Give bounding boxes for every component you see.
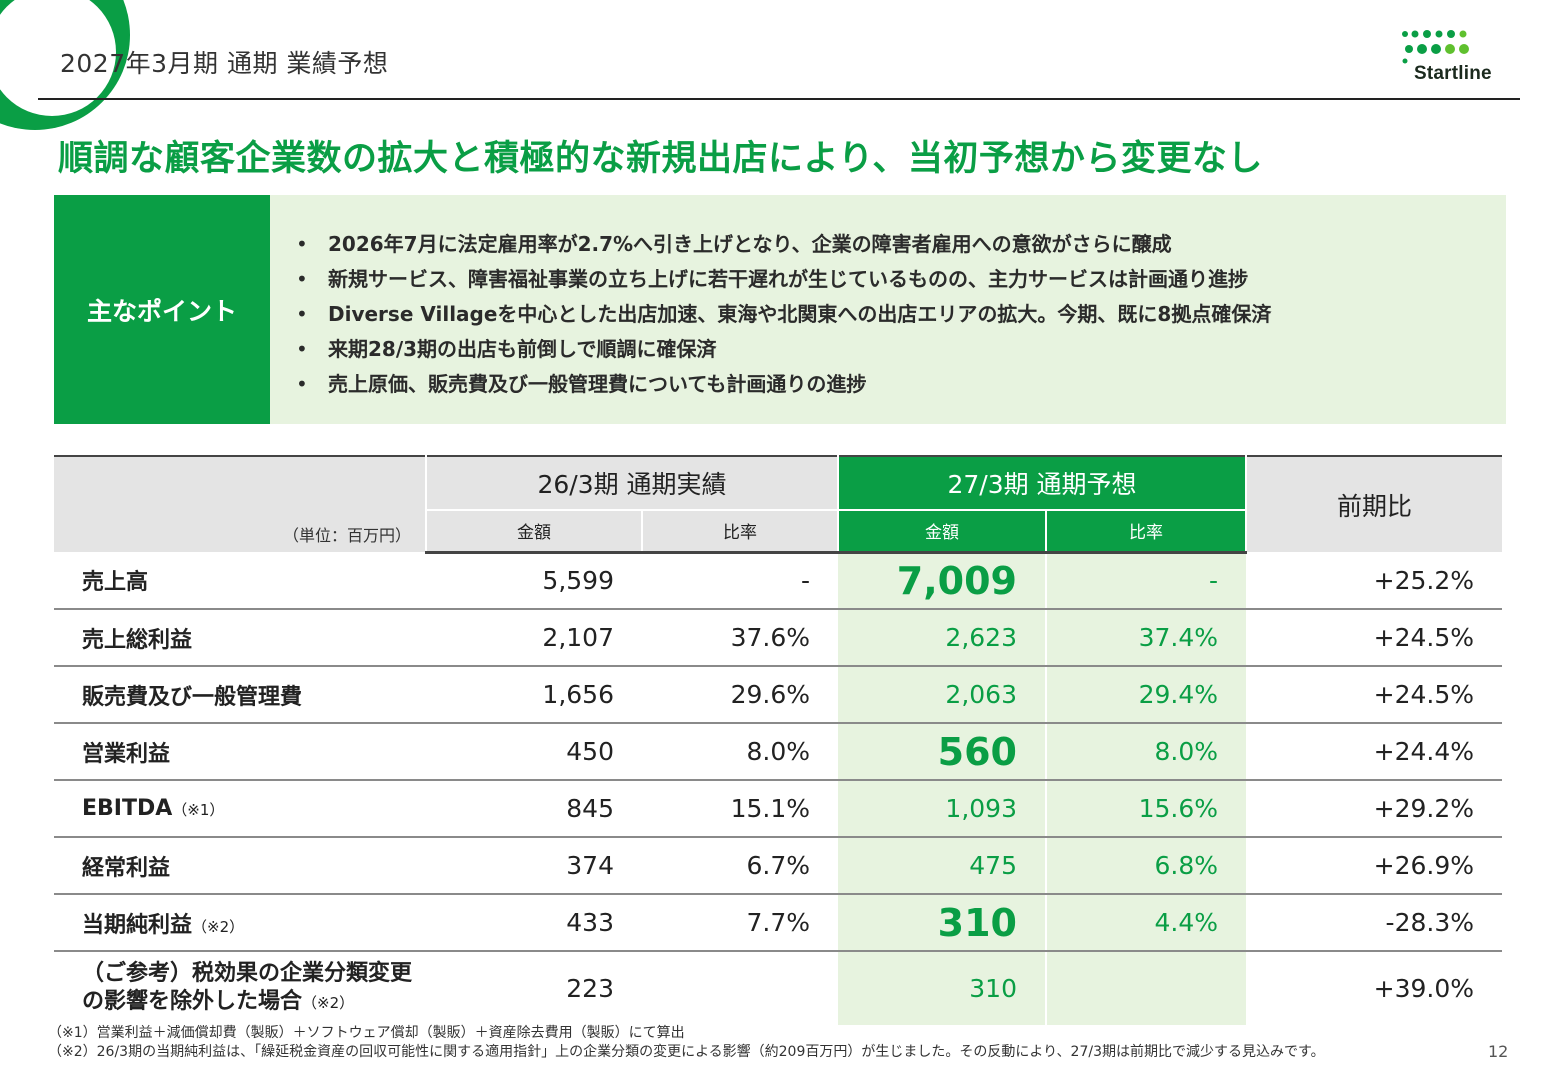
yoy-change-cell: +25.2% bbox=[1246, 552, 1502, 610]
next-amount-cell: 560 bbox=[838, 723, 1047, 781]
key-point-text: 新規サービス、障害福祉事業の立ち上げに若干遅れが生じているものの、主力サービスは… bbox=[328, 267, 1248, 291]
key-point-text: Diverse Villageを中心とした出店加速、東海や北関東への出店エリアの… bbox=[328, 302, 1272, 326]
column-header-yoy-change: 前期比 bbox=[1246, 455, 1502, 552]
footnote-2: （※2）26/3期の当期純利益は、「繰延税金資産の回収可能性に関する適用指針」上… bbox=[48, 1044, 1325, 1060]
yoy-change-cell: +24.5% bbox=[1246, 666, 1502, 724]
subheader-next-amount: 金額 bbox=[838, 509, 1047, 554]
table-row: 販売費及び一般管理費 1,656 29.6% 2,063 29.4% +24.5… bbox=[54, 666, 1502, 724]
yoy-change-cell: +26.9% bbox=[1246, 837, 1502, 895]
subheader-prev-ratio: 比率 bbox=[642, 509, 839, 554]
key-point-text: 2026年7月に法定雇用率が2.7%へ引き上げとなり、企業の障害者雇用への意欲が… bbox=[328, 232, 1172, 256]
next-ratio-cell: 29.4% bbox=[1046, 666, 1246, 724]
next-amount-cell: 2,063 bbox=[838, 666, 1047, 724]
forecast-table-wrapper: （単位：百万円） 26/3期 通期実績 27/3期 通期予想 前期比 金額 比率… bbox=[54, 455, 1502, 1025]
yoy-change-cell: +29.2% bbox=[1246, 780, 1502, 838]
row-label: EBITDA（※1） bbox=[54, 780, 426, 838]
table-row: EBITDA（※1） 845 15.1% 1,093 15.6% +29.2% bbox=[54, 780, 1502, 838]
footnote-ref: （※1） bbox=[172, 801, 225, 819]
next-ratio-cell bbox=[1046, 951, 1246, 1025]
prev-amount-cell: 1,656 bbox=[426, 666, 642, 724]
logo-text: Startline bbox=[1414, 63, 1492, 84]
next-amount-cell: 1,093 bbox=[838, 780, 1047, 838]
next-amount-cell: 310 bbox=[838, 894, 1047, 952]
row-label: 当期純利益（※2） bbox=[54, 894, 426, 952]
row-label: 経常利益 bbox=[54, 837, 426, 895]
list-item: • 来期28/3期の出店も前倒しで順調に確保済 bbox=[296, 332, 1271, 367]
prev-ratio-cell: 15.1% bbox=[642, 780, 838, 838]
row-label: 営業利益 bbox=[54, 723, 426, 781]
yoy-change-cell: +24.4% bbox=[1246, 723, 1502, 781]
bullet-mark: • bbox=[296, 372, 308, 396]
company-logo: Startline bbox=[1398, 28, 1518, 90]
row-label: 売上高 bbox=[54, 552, 426, 610]
prev-amount-cell: 374 bbox=[426, 837, 642, 895]
yoy-change-cell: +24.5% bbox=[1246, 609, 1502, 667]
prev-amount-cell: 433 bbox=[426, 894, 642, 952]
footnote-1: （※1）営業利益＋減価償却費（製販）＋ソフトウェア償却（製販）＋資産除去費用（製… bbox=[48, 1025, 685, 1041]
next-ratio-cell: - bbox=[1046, 552, 1246, 610]
prev-ratio-cell bbox=[642, 951, 838, 1025]
key-point-text: 来期28/3期の出店も前倒しで順調に確保済 bbox=[328, 337, 717, 361]
subheader-next-ratio: 比率 bbox=[1046, 509, 1247, 554]
prev-ratio-cell: 6.7% bbox=[642, 837, 838, 895]
bullet-mark: • bbox=[296, 232, 308, 256]
page-header-title: 2027年3月期 通期 業績予想 bbox=[60, 49, 389, 78]
prev-amount-cell: 2,107 bbox=[426, 609, 642, 667]
key-points-list: • 2026年7月に法定雇用率が2.7%へ引き上げとなり、企業の障害者雇用への意欲… bbox=[296, 227, 1271, 402]
column-header-next-forecast: 27/3期 通期予想 bbox=[838, 455, 1247, 510]
footnote-ref: （※2） bbox=[192, 917, 245, 936]
next-amount-cell: 2,623 bbox=[838, 609, 1047, 667]
corner-accent-mask bbox=[0, 0, 116, 116]
table-row: 営業利益 450 8.0% 560 8.0% +24.4% bbox=[54, 723, 1502, 781]
next-ratio-cell: 37.4% bbox=[1046, 609, 1246, 667]
table-row: 売上高 5,599 - 7,009 - +25.2% bbox=[54, 552, 1502, 610]
footnotes: （※1）営業利益＋減価償却費（製販）＋ソフトウェア償却（製販）＋資産除去費用（製… bbox=[48, 1024, 1325, 1062]
row-label: （ご参考）税効果の企業分類変更 の影響を除外した場合（※2） bbox=[82, 961, 413, 1014]
unit-label: （単位：百万円） bbox=[54, 455, 427, 552]
logo-dots-icon bbox=[1402, 30, 1469, 64]
table-row: （ご参考）税効果の企業分類変更 の影響を除外した場合（※2） 223 310 +3… bbox=[54, 951, 1502, 1025]
table-row: 売上総利益 2,107 37.6% 2,623 37.4% +24.5% bbox=[54, 609, 1502, 667]
key-points-label: 主なポイント bbox=[54, 195, 270, 424]
next-amount-cell: 7,009 bbox=[838, 552, 1047, 610]
header-divider bbox=[38, 98, 1520, 100]
prev-ratio-cell: - bbox=[642, 552, 838, 610]
forecast-table: （単位：百万円） 26/3期 通期実績 27/3期 通期予想 前期比 金額 比率… bbox=[54, 455, 1502, 1025]
prev-amount-cell: 450 bbox=[426, 723, 642, 781]
column-header-prev-actual: 26/3期 通期実績 bbox=[426, 455, 839, 510]
prev-ratio-cell: 8.0% bbox=[642, 723, 838, 781]
list-item: • Diverse Villageを中心とした出店加速、東海や北関東への出店エリア… bbox=[296, 297, 1271, 332]
prev-ratio-cell: 29.6% bbox=[642, 666, 838, 724]
next-amount-cell: 310 bbox=[838, 951, 1047, 1025]
bullet-mark: • bbox=[296, 267, 308, 291]
prev-ratio-cell: 7.7% bbox=[642, 894, 838, 952]
list-item: • 売上原価、販売費及び一般管理費についても計画通りの進捗 bbox=[296, 367, 1271, 402]
prev-amount-cell: 223 bbox=[566, 974, 614, 1003]
table-row: 経常利益 374 6.7% 475 6.8% +26.9% bbox=[54, 837, 1502, 895]
prev-ratio-cell: 37.6% bbox=[642, 609, 838, 667]
list-item: • 2026年7月に法定雇用率が2.7%へ引き上げとなり、企業の障害者雇用への意欲… bbox=[296, 227, 1271, 262]
next-ratio-cell: 6.8% bbox=[1046, 837, 1246, 895]
key-points-box: 主なポイント • 2026年7月に法定雇用率が2.7%へ引き上げとなり、企業の障害… bbox=[54, 195, 1506, 424]
row-label: 売上総利益 bbox=[54, 609, 426, 667]
headline: 順調な顧客企業数の拡大と積極的な新規出店により、当初予想から変更なし bbox=[58, 139, 1263, 179]
next-amount-cell: 475 bbox=[838, 837, 1047, 895]
table-row: 当期純利益（※2） 433 7.7% 310 4.4% -28.3% bbox=[54, 894, 1502, 952]
subheader-prev-amount: 金額 bbox=[426, 509, 643, 554]
next-ratio-cell: 8.0% bbox=[1046, 723, 1246, 781]
next-ratio-cell: 4.4% bbox=[1046, 894, 1246, 952]
prev-amount-cell: 5,599 bbox=[426, 552, 642, 610]
bullet-mark: • bbox=[296, 302, 308, 326]
row-label: 販売費及び一般管理費 bbox=[54, 666, 426, 724]
prev-amount-cell: 845 bbox=[426, 780, 642, 838]
yoy-change-cell: -28.3% bbox=[1246, 894, 1502, 952]
key-point-text: 売上原価、販売費及び一般管理費についても計画通りの進捗 bbox=[328, 372, 867, 396]
list-item: • 新規サービス、障害福祉事業の立ち上げに若干遅れが生じているものの、主力サービス… bbox=[296, 262, 1271, 297]
bullet-mark: • bbox=[296, 337, 308, 361]
yoy-change-cell: +39.0% bbox=[1373, 974, 1474, 1003]
next-ratio-cell: 15.6% bbox=[1046, 780, 1246, 838]
footnote-ref: （※2） bbox=[302, 994, 355, 1012]
page-number: 12 bbox=[1488, 1042, 1509, 1061]
